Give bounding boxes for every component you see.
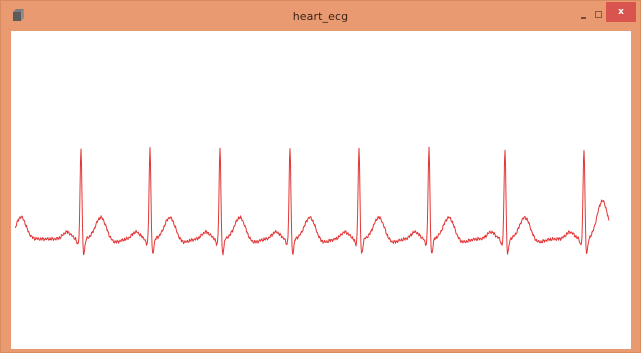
window-title: heart_ecg [292,10,349,23]
maximize-icon [594,11,602,18]
close-icon: x [618,6,624,17]
minimize-button[interactable] [576,6,590,23]
app-window-icon [13,9,24,21]
ecg-trace-line [15,146,610,256]
minimize-icon [580,16,586,19]
maximize-button[interactable] [591,6,605,23]
close-button[interactable]: x [606,2,636,22]
title-bar[interactable]: heart_ecg x [1,1,640,31]
ecg-plot [15,146,610,256]
ecg-canvas [11,31,631,349]
